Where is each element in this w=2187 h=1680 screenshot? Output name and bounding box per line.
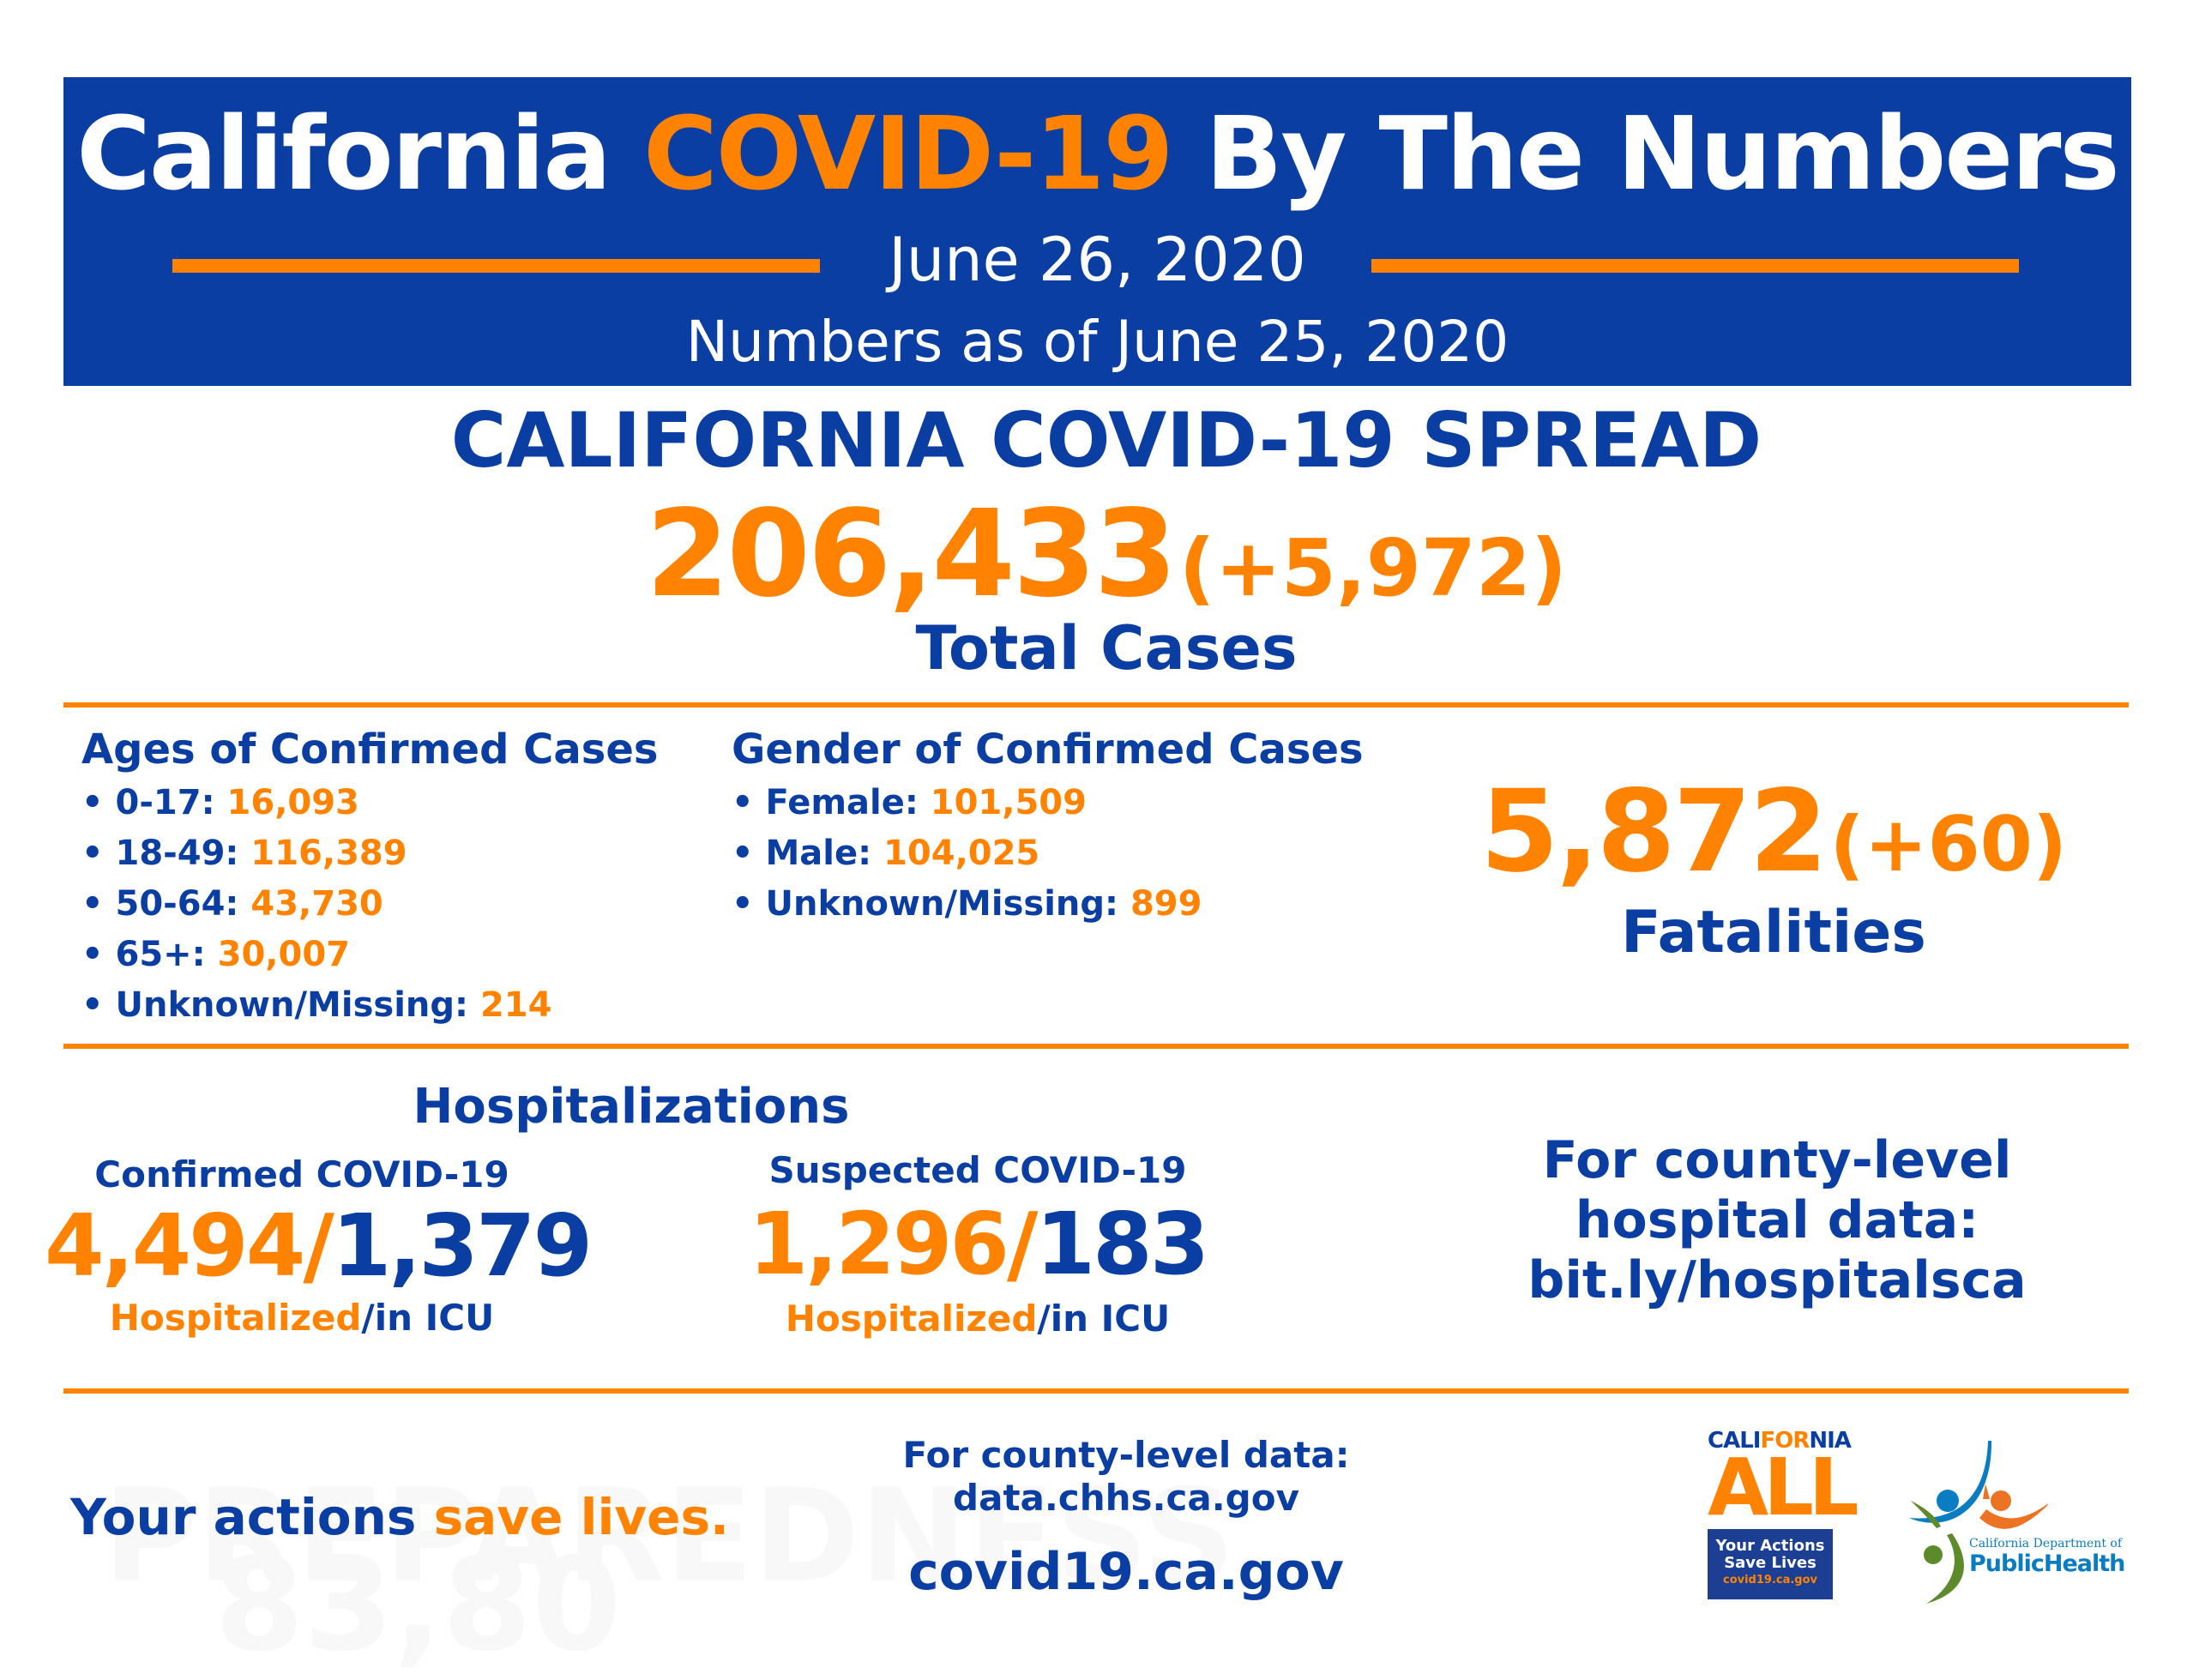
- gender-list: • Female: 101,509 • Male: 104,025 • Unkn…: [732, 778, 1202, 930]
- suspected-label: Suspected COVID-19: [768, 1149, 1187, 1191]
- confirmed-block: Confirmed COVID-19 4,494/1,379 Hospitali…: [45, 1153, 593, 1339]
- bullet-label: • 0-17:: [81, 783, 215, 822]
- confirmed-legend: Hospitalized/in ICU: [109, 1297, 495, 1339]
- bullet-label: • 65+:: [81, 935, 206, 974]
- list-value: 104,025: [883, 834, 1040, 873]
- county-data-info: For county-level data: data.chhs.ca.gov: [869, 1434, 1383, 1520]
- fatalities-figure: 5,872 (+60): [1431, 766, 2117, 898]
- suspected-hospitalized: 1,296: [748, 1194, 1009, 1294]
- bullet-label: • 50-64:: [81, 884, 239, 924]
- total-cases-value: 206,433: [646, 485, 1178, 624]
- list-value: 101,509: [930, 783, 1087, 822]
- list-item: • 65+: 30,007: [81, 930, 551, 980]
- county-hospital-info: For county-level hospital data: bit.ly/h…: [1434, 1130, 2120, 1310]
- list-item: • 18-49: 116,389: [81, 828, 551, 879]
- confirmed-hospitalized: 4,494: [45, 1195, 305, 1296]
- hospitalizations-heading: Hospitalizations: [413, 1079, 850, 1135]
- county-hospital-line2: hospital data:: [1575, 1190, 1979, 1250]
- report-date: June 26, 2020: [889, 225, 1306, 295]
- bullet-label: • Male:: [732, 834, 872, 873]
- confirmed-icu: 1,379: [331, 1195, 593, 1296]
- confirmed-figures: 4,494/1,379: [45, 1195, 593, 1296]
- list-item: • 50-64: 43,730: [81, 879, 551, 930]
- fatalities-new-value: (+60): [1829, 800, 2068, 888]
- ages-list: • 0-17: 16,093 • 18-49: 116,389 • 50-64:…: [81, 778, 551, 1031]
- california-all-logo: CALIFORNIA ALL Your Actions Save Lives c…: [1708, 1428, 1859, 1604]
- header-banner: California COVID-19 By The Numbers June …: [63, 77, 2131, 386]
- county-data-label: For county-level data:: [902, 1434, 1350, 1476]
- watermark-bottom: 83,80: [214, 1531, 622, 1680]
- list-item: • Female: 101,509: [732, 778, 1202, 828]
- total-cases-label: Total Cases: [915, 613, 1298, 683]
- county-data-link[interactable]: data.chhs.ca.gov: [953, 1477, 1299, 1519]
- list-value: 899: [1130, 884, 1202, 924]
- title-covid: COVID-19: [643, 94, 1173, 213]
- fatalities-value: 5,872: [1479, 766, 1829, 898]
- divider: [63, 1044, 2129, 1049]
- total-cases-figure: 206,433 (+5,972): [0, 485, 2187, 624]
- suspected-figures: 1,296/183: [748, 1194, 1210, 1294]
- list-value: 214: [479, 985, 552, 1025]
- list-value: 116,389: [250, 834, 407, 873]
- site-link[interactable]: covid19.ca.gov: [908, 1542, 1344, 1602]
- spread-heading: CALIFORNIA COVID-19 SPREAD: [450, 396, 1762, 485]
- fatalities-label: Fatalities: [1621, 899, 1926, 966]
- bullet-label: • Unknown/Missing:: [732, 884, 1119, 924]
- gender-heading: Gender of Confirmed Cases: [732, 726, 1364, 774]
- list-item: • 0-17: 16,093: [81, 778, 551, 828]
- list-value: 43,730: [250, 884, 383, 924]
- list-item: • Unknown/Missing: 899: [732, 879, 1202, 930]
- bullet-label: • Female:: [732, 783, 919, 822]
- cdph-figures-icon: [1909, 1441, 2048, 1604]
- suspected-block: Suspected COVID-19 1,296/183 Hospitalize…: [720, 1149, 1235, 1340]
- decorative-line-left: [172, 259, 820, 273]
- divider: [63, 702, 2129, 708]
- bullet-label: • Unknown/Missing:: [81, 985, 469, 1025]
- suspected-legend: Hospitalized/in ICU: [785, 1298, 1171, 1340]
- slogan: Your actions save lives.: [70, 1488, 730, 1546]
- page-title: California COVID-19 By The Numbers: [63, 94, 2131, 213]
- confirmed-label: Confirmed COVID-19: [94, 1153, 509, 1195]
- list-item: • Male: 104,025: [732, 828, 1202, 879]
- decorative-line-right: [1371, 259, 2019, 273]
- new-cases-value: (+5,972): [1178, 522, 1567, 614]
- bullet-label: • 18-49:: [81, 834, 239, 873]
- ages-heading: Ages of Confirmed Cases: [81, 726, 659, 774]
- list-value: 30,007: [217, 935, 350, 974]
- title-california: California: [76, 94, 612, 213]
- watermark-top: PREPAREDNESS: [103, 1462, 1235, 1611]
- divider: [63, 1388, 2129, 1394]
- suspected-icu: 183: [1035, 1194, 1210, 1294]
- list-value: 16,093: [226, 783, 359, 822]
- cdph-logo: California Department of PublicHealth: [1902, 1432, 2134, 1604]
- data-as-of: Numbers as of June 25, 2020: [685, 309, 1509, 375]
- list-item: • Unknown/Missing: 214: [81, 980, 551, 1031]
- county-hospital-line1: For county-level: [1542, 1130, 2012, 1190]
- title-by-the-numbers: By The Numbers: [1205, 94, 2120, 213]
- county-hospital-link[interactable]: bit.ly/hospitalsca: [1527, 1250, 2027, 1310]
